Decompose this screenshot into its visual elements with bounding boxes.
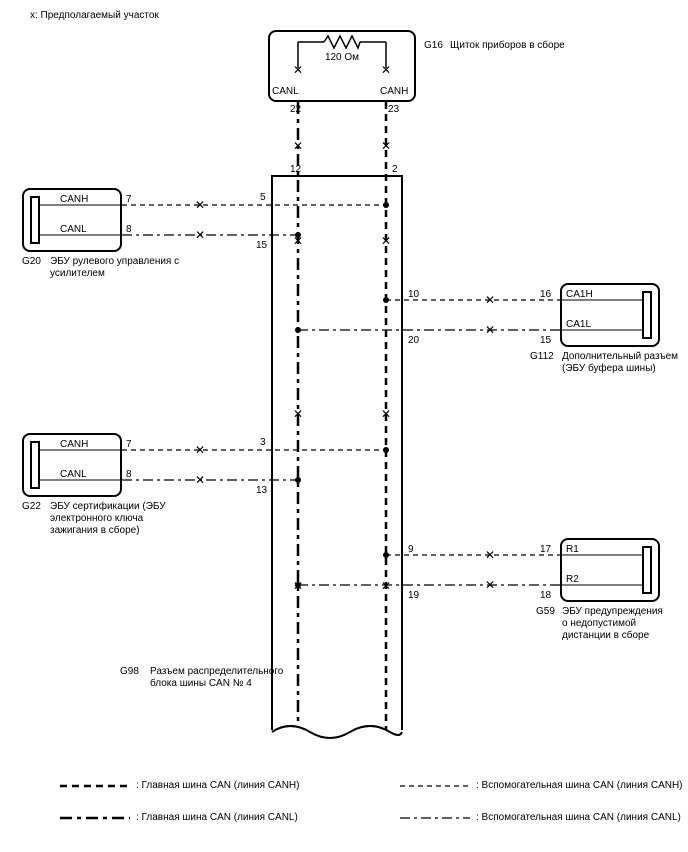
- legend-main-canl-text: : Главная шина CAN (линия CANL): [136, 812, 298, 823]
- svg-text:18: 18: [540, 590, 552, 601]
- g98-id: G98: [120, 666, 139, 677]
- legend-sub-canl: : Вспомогательная шина CAN (линия CANL): [400, 812, 681, 823]
- svg-text:20: 20: [408, 335, 420, 346]
- g112-id: G112: [530, 351, 554, 362]
- svg-text:15: 15: [540, 335, 552, 346]
- legend-main-canh: : Главная шина CAN (линия CANH): [60, 780, 299, 791]
- svg-text:✕: ✕: [381, 579, 391, 593]
- svg-text:✕: ✕: [485, 293, 495, 307]
- g112-ca1l: CA1L: [566, 319, 591, 330]
- g20-id: G20: [22, 256, 41, 267]
- svg-text:✕: ✕: [293, 407, 303, 421]
- legend-main-canl: : Главная шина CAN (линия CANL): [60, 812, 298, 823]
- g59-id: G59: [536, 606, 555, 617]
- g20-pin7: 7: [126, 194, 132, 205]
- svg-text:17: 17: [540, 544, 552, 555]
- g20-canl: CANL: [60, 224, 87, 235]
- legend-sub-canl-text: : Вспомогательная шина CAN (линия CANL): [476, 812, 681, 823]
- g98-label: Разъем распределительного блока шины CAN…: [150, 666, 283, 690]
- g22-canh: CANH: [60, 439, 88, 450]
- svg-text:3: 3: [260, 437, 266, 448]
- g112-label: Дополнительный разъем (ЭБУ буфера шины): [562, 351, 678, 375]
- svg-text:✕: ✕: [381, 407, 391, 421]
- svg-text:✕: ✕: [293, 139, 303, 153]
- svg-text:10: 10: [408, 289, 420, 300]
- svg-text:19: 19: [408, 590, 420, 601]
- svg-text:5: 5: [260, 192, 266, 203]
- svg-text:✕: ✕: [195, 228, 205, 242]
- svg-text:2: 2: [392, 164, 398, 175]
- g20-label: ЭБУ рулевого управления с усилителем: [50, 256, 179, 280]
- svg-text:12: 12: [290, 164, 302, 175]
- g22-label: ЭБУ сертификации (ЭБУ электронного ключа…: [50, 501, 166, 537]
- svg-text:✕: ✕: [485, 548, 495, 562]
- g59-r2: R2: [566, 574, 579, 585]
- g112-ca1h: CA1H: [566, 289, 593, 300]
- legend-sub-canh-text: : Вспомогательная шина CAN (линия CANH): [476, 780, 683, 791]
- g22-pin8: 8: [126, 469, 132, 480]
- svg-text:✕: ✕: [381, 139, 391, 153]
- g20-pin8: 8: [126, 224, 132, 235]
- svg-text:13: 13: [256, 485, 268, 496]
- bus-svg: ✕ ✕ ✕ ✕ ✕ ✕ ✕ ✕ 12 2 ✕ ✕ 5 15 ✕ ✕ 10 20 …: [0, 0, 688, 852]
- g22-id: G22: [22, 501, 41, 512]
- g59-r1: R1: [566, 544, 579, 555]
- legend-sub-canh: : Вспомогательная шина CAN (линия CANH): [400, 780, 683, 791]
- svg-text:✕: ✕: [381, 234, 391, 248]
- g59-label: ЭБУ предупреждения о недопустимой дистан…: [562, 606, 663, 642]
- svg-text:✕: ✕: [195, 443, 205, 457]
- g22-pin7: 7: [126, 439, 132, 450]
- svg-text:✕: ✕: [195, 198, 205, 212]
- svg-text:✕: ✕: [195, 473, 205, 487]
- g20-canh: CANH: [60, 194, 88, 205]
- svg-text:✕: ✕: [485, 323, 495, 337]
- svg-text:✕: ✕: [485, 578, 495, 592]
- legend-main-canh-text: : Главная шина CAN (линия CANH): [136, 780, 299, 791]
- g22-canl: CANL: [60, 469, 87, 480]
- svg-text:16: 16: [540, 289, 552, 300]
- svg-text:9: 9: [408, 544, 414, 555]
- svg-text:15: 15: [256, 240, 268, 251]
